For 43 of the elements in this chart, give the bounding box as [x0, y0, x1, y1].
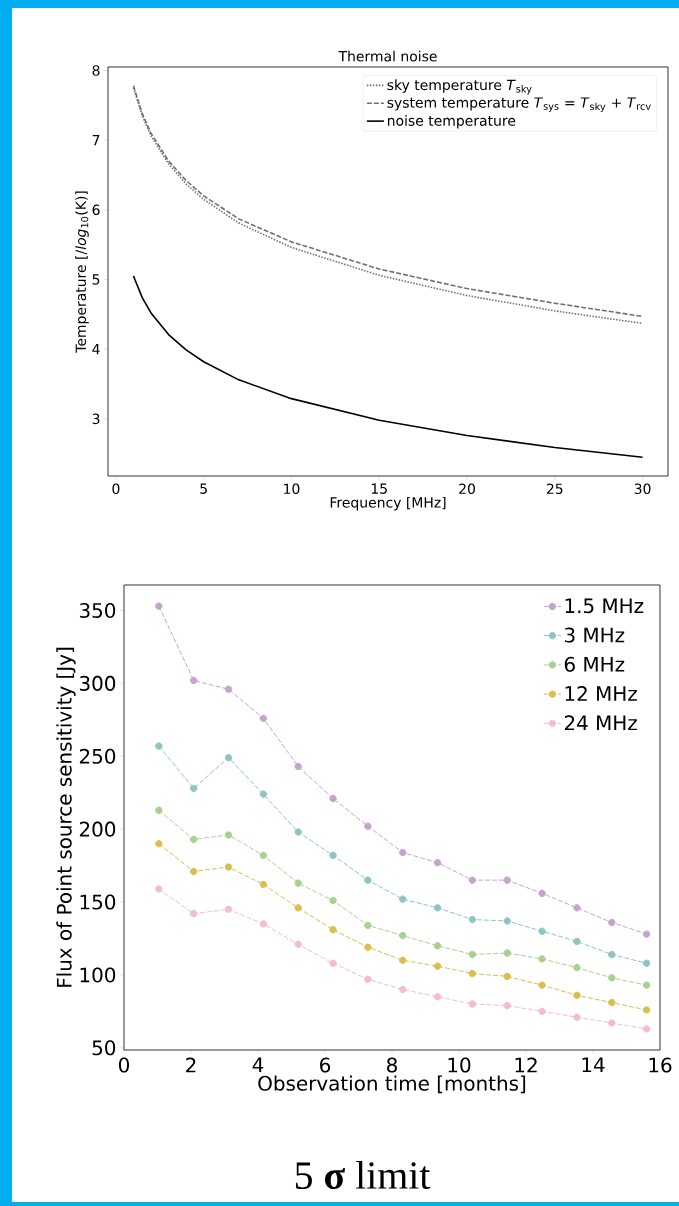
y-axis-title: Flux of Point source sensitivity [Jy]: [56, 647, 76, 987]
x-tick-label: 16: [649, 1057, 672, 1073]
x-tick-label: 4: [252, 1057, 264, 1073]
y-tick-label: 3: [92, 413, 100, 425]
y-tick-label: 300: [79, 675, 116, 691]
y-tick-label: 5: [92, 274, 100, 285]
legend-label: 3 MHz: [564, 627, 625, 643]
x-axis-title: Observation time [months]: [258, 1075, 526, 1094]
y-axis-title: Temperature [/log$_{10}$(K)]: [75, 191, 89, 353]
text: system temperature T$_{sys}$ = T$_{sky}$ + T$_{rcv}$: [387, 97, 651, 113]
x-tick-label: 5: [200, 483, 207, 494]
legend-label: noise temperature: [387, 115, 516, 129]
x-tick-label: 20: [459, 483, 475, 495]
y-tick-label: 150: [80, 894, 116, 910]
legend-label: 12 MHz: [565, 686, 637, 701]
y-tick-label: 200: [79, 821, 116, 837]
x-tick-label: 8: [387, 1057, 397, 1073]
x-tick-label: 6: [320, 1057, 331, 1073]
y-tick-label: 100: [80, 967, 116, 983]
x-tick-label: 12: [515, 1057, 537, 1073]
y-tick-label: 4: [92, 344, 100, 355]
y-tick-label: 250: [79, 748, 116, 764]
x-tick-label: 0: [112, 483, 120, 495]
x-tick-label: 10: [284, 483, 300, 495]
legend-label: sky temperature T$_{sky}$: [387, 79, 532, 95]
x-tick-label: 10: [448, 1057, 471, 1073]
y-tick-label: 7: [92, 135, 100, 146]
x-tick-label: 14: [582, 1057, 605, 1073]
x-tick-label: 2: [186, 1057, 196, 1073]
y-tick-label: 8: [92, 65, 100, 76]
chart-title: Thermal noise: [338, 50, 437, 62]
legend-label: 24 MHz: [564, 715, 637, 731]
x-tick-label: 15: [371, 483, 387, 494]
x-axis-title: Frequency [MHz]: [330, 496, 446, 511]
x-tick-label: 0: [118, 1057, 130, 1073]
x-tick-label: 30: [634, 483, 651, 495]
legend-label: 1.5 MHz: [565, 598, 644, 614]
y-tick-label: 6: [92, 204, 100, 216]
legend-label: 6 MHz: [564, 656, 625, 672]
y-tick-label: 350: [79, 602, 116, 619]
x-tick-label: 25: [546, 483, 563, 495]
text: 5 σ limit: [295, 1160, 431, 1190]
y-tick-label: 50: [92, 1040, 116, 1056]
